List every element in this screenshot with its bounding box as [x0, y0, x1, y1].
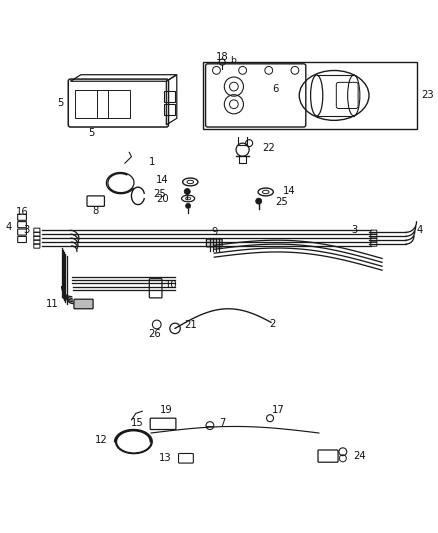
- Text: 2: 2: [269, 319, 275, 329]
- Text: 25: 25: [154, 189, 166, 199]
- Circle shape: [184, 189, 190, 195]
- Bar: [203, 62, 417, 129]
- Text: b: b: [230, 56, 236, 65]
- Text: 3: 3: [352, 225, 358, 236]
- FancyBboxPatch shape: [74, 299, 93, 309]
- Text: 6: 6: [272, 84, 279, 94]
- Text: 24: 24: [353, 451, 365, 461]
- Text: 4: 4: [5, 222, 11, 232]
- Text: 3: 3: [23, 225, 29, 236]
- Text: 14: 14: [283, 185, 296, 196]
- Text: 15: 15: [131, 418, 144, 428]
- Text: 20: 20: [156, 195, 169, 204]
- Text: 16: 16: [16, 207, 29, 217]
- Text: 14: 14: [156, 175, 169, 185]
- Bar: [75, 90, 108, 118]
- Circle shape: [256, 198, 262, 204]
- Text: 1: 1: [149, 157, 155, 167]
- Text: 11: 11: [46, 299, 59, 309]
- Text: 10: 10: [165, 280, 178, 290]
- FancyBboxPatch shape: [206, 239, 222, 247]
- Text: 8: 8: [92, 206, 99, 216]
- Text: 5: 5: [88, 128, 95, 138]
- Text: 23: 23: [421, 91, 434, 100]
- Text: 4: 4: [417, 225, 423, 236]
- Text: 5: 5: [57, 98, 64, 108]
- Circle shape: [186, 203, 191, 208]
- Text: 13: 13: [159, 453, 172, 463]
- Text: 7: 7: [219, 418, 226, 429]
- Text: 25: 25: [276, 197, 288, 207]
- Text: 21: 21: [185, 320, 198, 330]
- Bar: [97, 90, 130, 118]
- Text: 26: 26: [148, 329, 161, 339]
- Text: 19: 19: [160, 405, 173, 415]
- Text: 12: 12: [95, 434, 107, 445]
- Text: 18: 18: [216, 52, 229, 62]
- Text: 22: 22: [262, 142, 275, 152]
- Text: 9: 9: [211, 227, 217, 237]
- Text: 17: 17: [272, 405, 285, 415]
